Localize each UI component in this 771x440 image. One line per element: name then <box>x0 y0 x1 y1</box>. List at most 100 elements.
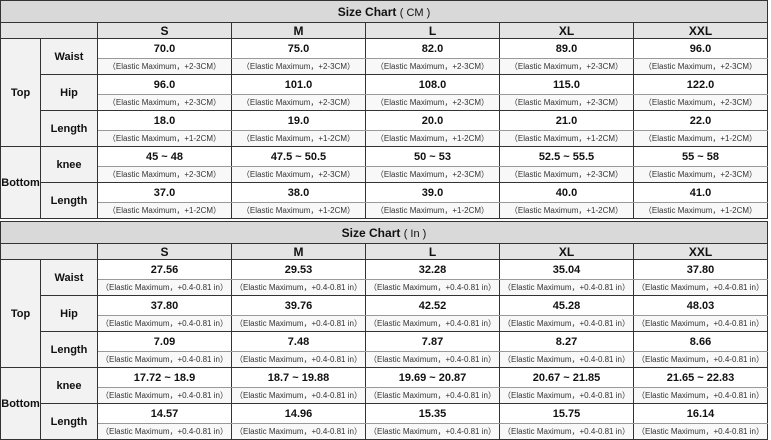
elastic-note: （Elastic Maximum，+0.4-0.81 in） <box>97 351 232 368</box>
elastic-note: （Elastic Maximum，+2-3CM） <box>365 94 500 111</box>
measurement-label: Hip <box>40 295 98 332</box>
elastic-note: （Elastic Maximum，+0.4-0.81 in） <box>231 351 366 368</box>
elastic-note: （Elastic Maximum，+0.4-0.81 in） <box>97 279 232 296</box>
measurement-label: Waist <box>40 38 98 75</box>
elastic-note: （Elastic Maximum，+2-3CM） <box>633 58 768 75</box>
table-row: Bottom knee 45 ~ 48 47.5 ~ 50.5 50 ~ 53 52.5 … <box>0 146 768 219</box>
elastic-note: （Elastic Maximum，+1-2CM） <box>97 130 232 147</box>
chart-title: Size Chart ( In ) <box>0 221 768 244</box>
unit-label: ( In ) <box>403 227 427 240</box>
elastic-note: （Elastic Maximum，+1-2CM） <box>365 130 500 147</box>
size-chart-cm: Size Chart ( CM ) S M L XL XXL Top Waist 70.0 75.… <box>0 0 768 219</box>
elastic-note: （Elastic Maximum，+2-3CM） <box>499 94 634 111</box>
size-header: XL <box>499 22 634 39</box>
size-value: 32.28 <box>365 259 500 280</box>
size-value: 96.0 <box>633 38 768 59</box>
elastic-note: （Elastic Maximum，+0.4-0.81 in） <box>633 387 768 404</box>
size-value: 17.72 ~ 18.9 <box>97 367 232 388</box>
group-label: Bottom <box>0 367 41 440</box>
measurement-label: Length <box>40 182 98 219</box>
size-value: 45 ~ 48 <box>97 146 232 167</box>
size-header: M <box>231 22 366 39</box>
table-row: Bottom knee 17.72 ~ 18.9 18.7 ~ 19.88 19.69 … <box>0 367 768 440</box>
size-header: M <box>231 243 366 260</box>
corner-cell <box>0 22 98 39</box>
elastic-note: （Elastic Maximum，+2-3CM） <box>97 94 232 111</box>
size-value: 8.66 <box>633 331 768 352</box>
size-value: 7.09 <box>97 331 232 352</box>
size-value: 39.76 <box>231 295 366 316</box>
size-value: 22.0 <box>633 110 768 131</box>
size-value: 21.65 ~ 22.83 <box>633 367 768 388</box>
elastic-note: （Elastic Maximum，+1-2CM） <box>97 202 232 219</box>
size-value: 122.0 <box>633 74 768 95</box>
elastic-note: （Elastic Maximum，+0.4-0.81 in） <box>97 315 232 332</box>
measurement-label: knee <box>40 367 98 404</box>
elastic-note: （Elastic Maximum，+2-3CM） <box>499 58 634 75</box>
title-text: Size Chart <box>337 4 397 19</box>
table-row: Top Waist 27.56 29.53 32.28 35.04 37.80 <box>0 259 768 368</box>
size-value: 27.56 <box>97 259 232 280</box>
elastic-note: （Elastic Maximum，+0.4-0.81 in） <box>231 279 366 296</box>
size-value: 101.0 <box>231 74 366 95</box>
size-value: 14.57 <box>97 403 232 424</box>
chart-title: Size Chart ( CM ) <box>0 0 768 23</box>
elastic-note: （Elastic Maximum，+1-2CM） <box>231 202 366 219</box>
size-value: 18.7 ~ 19.88 <box>231 367 366 388</box>
table-row: Length 18.0 19.0 20.0 21.0 22.0 <box>1 110 768 147</box>
elastic-note: （Elastic Maximum，+0.4-0.81 in） <box>633 315 768 332</box>
note-row: （Elastic Maximum，+2-3CM） （Elastic Maximum… <box>1 166 768 183</box>
note-row: （Elastic Maximum，+0.4-0.81 in） （Elastic M… <box>1 387 768 404</box>
note-row: （Elastic Maximum，+0.4-0.81 in） （Elastic M… <box>1 423 768 440</box>
elastic-note: （Elastic Maximum，+0.4-0.81 in） <box>499 423 634 440</box>
elastic-note: （Elastic Maximum，+0.4-0.81 in） <box>633 279 768 296</box>
size-value: 50 ~ 53 <box>365 146 500 167</box>
elastic-note: （Elastic Maximum，+2-3CM） <box>633 94 768 111</box>
title-text: Size Chart <box>341 225 401 240</box>
size-value: 19.0 <box>231 110 366 131</box>
size-header: S <box>97 243 232 260</box>
size-header: S <box>97 22 232 39</box>
size-value: 15.75 <box>499 403 634 424</box>
table-row: Length 7.09 7.48 7.87 8.27 8.66 <box>1 331 768 368</box>
measurement-label: knee <box>40 146 98 183</box>
unit-label: ( CM ) <box>399 6 431 19</box>
elastic-note: （Elastic Maximum，+0.4-0.81 in） <box>231 423 366 440</box>
size-value: 48.03 <box>633 295 768 316</box>
note-row: （Elastic Maximum，+2-3CM） （Elastic Maximum… <box>1 94 768 111</box>
elastic-note: （Elastic Maximum，+1-2CM） <box>633 130 768 147</box>
size-value: 70.0 <box>97 38 232 59</box>
size-value: 47.5 ~ 50.5 <box>231 146 366 167</box>
size-value: 38.0 <box>231 182 366 203</box>
note-row: （Elastic Maximum，+1-2CM） （Elastic Maximum… <box>1 130 768 147</box>
group-label: Bottom <box>0 146 41 219</box>
size-value: 45.28 <box>499 295 634 316</box>
size-value: 21.0 <box>499 110 634 131</box>
table-row: Hip 37.80 39.76 42.52 45.28 48.03 <box>1 295 768 332</box>
elastic-note: （Elastic Maximum，+0.4-0.81 in） <box>499 279 634 296</box>
size-header: XXL <box>633 22 768 39</box>
elastic-note: （Elastic Maximum，+1-2CM） <box>633 202 768 219</box>
measurement-label: Length <box>40 403 98 440</box>
elastic-note: （Elastic Maximum，+0.4-0.81 in） <box>499 351 634 368</box>
size-value: 39.0 <box>365 182 500 203</box>
elastic-note: （Elastic Maximum，+0.4-0.81 in） <box>365 315 500 332</box>
size-value: 20.67 ~ 21.85 <box>499 367 634 388</box>
measurement-label: Hip <box>40 74 98 111</box>
size-value: 55 ~ 58 <box>633 146 768 167</box>
size-value: 16.14 <box>633 403 768 424</box>
size-value: 7.87 <box>365 331 500 352</box>
size-header: L <box>365 243 500 260</box>
size-value: 35.04 <box>499 259 634 280</box>
measurement-label: Length <box>40 331 98 368</box>
elastic-note: （Elastic Maximum，+0.4-0.81 in） <box>231 387 366 404</box>
elastic-note: （Elastic Maximum，+1-2CM） <box>499 130 634 147</box>
size-value: 40.0 <box>499 182 634 203</box>
size-value: 18.0 <box>97 110 232 131</box>
elastic-note: （Elastic Maximum，+0.4-0.81 in） <box>365 423 500 440</box>
group-label: Top <box>0 38 41 147</box>
elastic-note: （Elastic Maximum，+2-3CM） <box>633 166 768 183</box>
note-row: （Elastic Maximum，+0.4-0.81 in） （Elastic M… <box>1 279 768 296</box>
note-row: （Elastic Maximum，+0.4-0.81 in） （Elastic M… <box>1 351 768 368</box>
elastic-note: （Elastic Maximum，+1-2CM） <box>499 202 634 219</box>
